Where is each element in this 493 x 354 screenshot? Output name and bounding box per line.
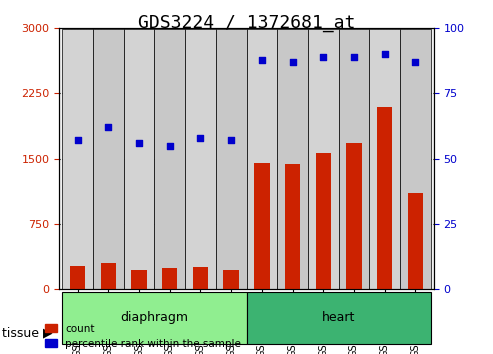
FancyBboxPatch shape	[62, 29, 93, 289]
Point	[381, 52, 388, 57]
FancyBboxPatch shape	[216, 29, 246, 289]
Bar	[101, 263, 116, 289]
Bar	[223, 270, 239, 289]
FancyBboxPatch shape	[369, 29, 400, 289]
FancyBboxPatch shape	[246, 292, 431, 344]
Bar	[70, 266, 85, 289]
FancyBboxPatch shape	[246, 29, 277, 289]
Bar	[346, 143, 362, 289]
FancyBboxPatch shape	[185, 29, 216, 289]
Bar	[254, 163, 270, 289]
FancyBboxPatch shape	[277, 29, 308, 289]
Legend: count, percentile rank within the sample: count, percentile rank within the sample	[45, 324, 242, 349]
Bar	[131, 270, 147, 289]
Point	[227, 138, 235, 143]
Text: diaphragm: diaphragm	[120, 312, 188, 325]
FancyBboxPatch shape	[308, 29, 339, 289]
FancyBboxPatch shape	[400, 29, 431, 289]
Text: GDS3224 / 1372681_at: GDS3224 / 1372681_at	[138, 14, 355, 32]
Bar	[162, 268, 177, 289]
Point	[288, 59, 296, 65]
Point	[105, 125, 112, 130]
FancyBboxPatch shape	[124, 29, 154, 289]
Text: tissue ▶: tissue ▶	[2, 326, 53, 339]
Point	[135, 140, 143, 146]
Point	[412, 59, 420, 65]
Point	[350, 54, 358, 60]
Point	[258, 57, 266, 62]
Point	[166, 143, 174, 148]
FancyBboxPatch shape	[339, 29, 369, 289]
Bar	[408, 193, 423, 289]
Bar	[377, 107, 392, 289]
Text: heart: heart	[322, 312, 355, 325]
Bar	[285, 164, 300, 289]
FancyBboxPatch shape	[154, 29, 185, 289]
Point	[197, 135, 205, 141]
FancyBboxPatch shape	[93, 29, 124, 289]
Point	[319, 54, 327, 60]
Bar	[193, 267, 208, 289]
Point	[73, 138, 81, 143]
FancyBboxPatch shape	[62, 292, 246, 344]
Bar	[316, 153, 331, 289]
